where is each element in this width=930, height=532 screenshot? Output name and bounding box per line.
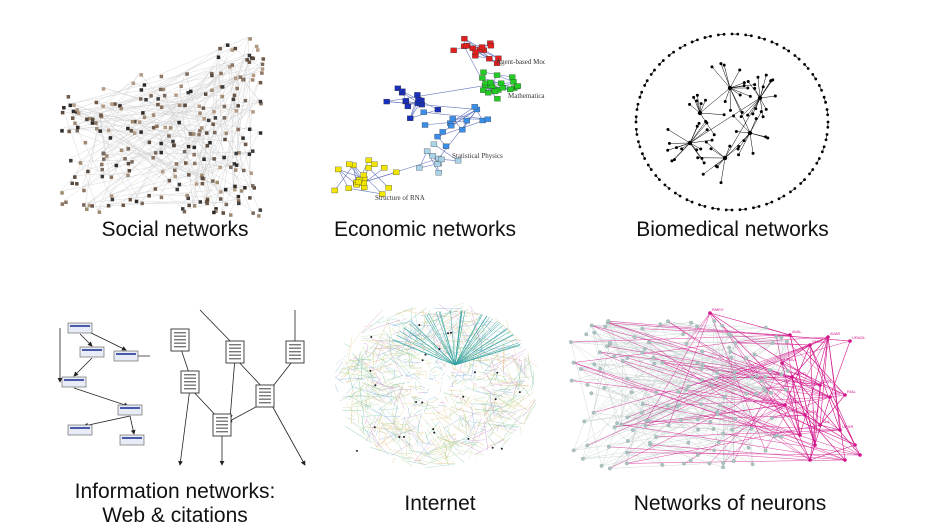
neuron-node-label: RMED — [794, 371, 806, 376]
biomedical-network-graphic — [634, 32, 830, 212]
social-nodes — [60, 37, 266, 218]
neuron-node-label: RMEV — [712, 307, 724, 312]
neuron-node-label: AVAR — [830, 331, 840, 336]
neuron-node-label: SAADR — [787, 399, 801, 404]
internet-caption: Internet — [404, 492, 476, 515]
neuron-node-label: URADL — [852, 335, 866, 340]
neuron-node-label: AVDL — [807, 409, 818, 414]
neuron-node-label: SMBDL — [812, 339, 827, 344]
information-network-panel — [30, 300, 320, 470]
neuron-node-label: AIZR — [822, 379, 831, 384]
biomedical-network-panel — [630, 28, 835, 216]
economic-networks-caption: Economic networks — [333, 218, 517, 241]
neuron-node-label: RIAL — [847, 389, 857, 394]
label-agent-based: Agent-based Models — [496, 58, 545, 66]
neuron-network-panel: RMEV AVAL SMBDL AVAR URADL URAVL RMED AIZR RIBL R… — [560, 305, 880, 475]
internet-graphic — [335, 302, 538, 469]
bio-nodes — [634, 32, 830, 212]
biomedical-networks-caption: Biomedical networks — [636, 218, 829, 241]
social-network-graphic — [60, 36, 266, 218]
neuron-node-label: AVAL — [792, 329, 802, 334]
economic-network-graphic: Agent-based Models Mathematical Ecology … — [331, 35, 545, 202]
internet-hub-burst — [355, 310, 521, 452]
neuron-node-label: RIBL — [832, 391, 842, 396]
caption-line-1: Information networks: — [74, 480, 276, 503]
social-edges — [60, 36, 262, 214]
neuron-node-label: URXR — [842, 424, 853, 429]
neuron-networks-caption: Networks of neurons — [633, 492, 827, 515]
information-network-graphic — [57, 309, 306, 466]
internet-panel — [335, 300, 540, 470]
economic-network-panel: Agent-based Models Mathematical Ecology … — [320, 28, 545, 216]
label-math-ecology: Mathematical Ecology — [508, 92, 545, 100]
neuron-node-label: ALA — [822, 419, 830, 424]
neuron-node-label: URAVL — [784, 357, 798, 362]
caption-line-2: Web & citations — [102, 504, 248, 527]
label-stat-physics: Statistical Physics — [452, 152, 503, 160]
label-rna: Structure of RNA — [375, 194, 425, 202]
information-networks-caption: Information networks: Web & citations — [60, 480, 290, 528]
social-network-panel — [60, 30, 270, 218]
social-networks-caption: Social networks — [101, 218, 249, 241]
